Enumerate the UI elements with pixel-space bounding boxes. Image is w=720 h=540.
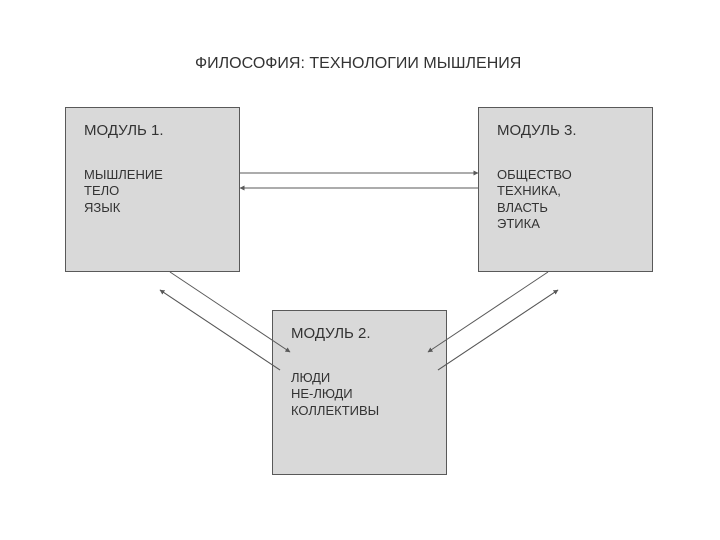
node-module-1-bullets: МЫШЛЕНИЕ ТЕЛО ЯЗЫК [84,167,221,216]
bullet: ЯЗЫК [84,200,221,216]
node-module-3: МОДУЛЬ 3. ОБЩЕСТВО ТЕХНИКА, ВЛАСТЬ ЭТИКА [478,107,653,272]
node-module-3-title: МОДУЛЬ 3. [497,122,634,139]
bullet: ВЛАСТЬ [497,200,634,216]
edge [438,290,558,370]
edge [160,290,280,370]
diagram-title: ФИЛОСОФИЯ: ТЕХНОЛОГИИ МЫШЛЕНИЯ [195,55,521,73]
node-module-2: МОДУЛЬ 2. ЛЮДИ НЕ-ЛЮДИ КОЛЛЕКТИВЫ [272,310,447,475]
node-module-3-bullets: ОБЩЕСТВО ТЕХНИКА, ВЛАСТЬ ЭТИКА [497,167,634,232]
bullet: ТЕХНИКА, [497,183,634,199]
bullet: ОБЩЕСТВО [497,167,634,183]
bullet: МЫШЛЕНИЕ [84,167,221,183]
bullet: НЕ-ЛЮДИ [291,386,428,402]
node-module-1: МОДУЛЬ 1. МЫШЛЕНИЕ ТЕЛО ЯЗЫК [65,107,240,272]
diagram-stage: ФИЛОСОФИЯ: ТЕХНОЛОГИИ МЫШЛЕНИЯ МОДУЛЬ 1.… [0,0,720,540]
edge [160,290,280,370]
node-module-1-title: МОДУЛЬ 1. [84,122,221,139]
bullet: ТЕЛО [84,183,221,199]
node-module-2-title: МОДУЛЬ 2. [291,325,428,342]
node-module-2-bullets: ЛЮДИ НЕ-ЛЮДИ КОЛЛЕКТИВЫ [291,370,428,419]
bullet: ЛЮДИ [291,370,428,386]
bullet: ЭТИКА [497,216,634,232]
bullet: КОЛЛЕКТИВЫ [291,403,428,419]
edge [438,290,558,370]
